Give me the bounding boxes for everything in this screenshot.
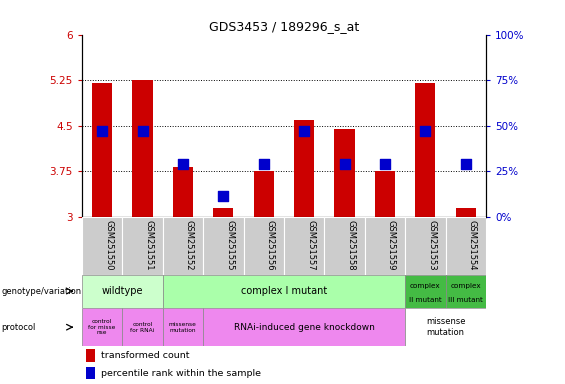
Point xyxy=(98,127,107,134)
Text: RNAi-induced gene knockdown: RNAi-induced gene knockdown xyxy=(234,323,375,332)
Bar xyxy=(213,208,233,217)
Text: GSM251552: GSM251552 xyxy=(185,220,194,270)
Bar xyxy=(173,167,193,217)
Bar xyxy=(82,217,122,275)
Text: GSM251554: GSM251554 xyxy=(468,220,477,270)
Text: GSM251559: GSM251559 xyxy=(387,220,396,270)
Text: GSM251556: GSM251556 xyxy=(266,220,275,270)
Text: control
for misse
nse: control for misse nse xyxy=(89,319,116,336)
Bar xyxy=(86,349,95,362)
Text: percentile rank within the sample: percentile rank within the sample xyxy=(101,369,262,377)
Point xyxy=(340,161,349,167)
Bar xyxy=(82,275,163,308)
Text: complex: complex xyxy=(410,283,441,289)
Bar xyxy=(244,217,284,275)
Point xyxy=(138,127,147,134)
Bar xyxy=(254,171,274,217)
Text: GSM251557: GSM251557 xyxy=(306,220,315,270)
Point xyxy=(219,193,228,199)
Text: GSM251550: GSM251550 xyxy=(104,220,113,270)
Text: missense
mutation: missense mutation xyxy=(169,322,197,333)
Point xyxy=(461,161,470,167)
Bar xyxy=(405,217,445,275)
Bar xyxy=(415,83,436,217)
Point xyxy=(421,127,430,134)
Title: GDS3453 / 189296_s_at: GDS3453 / 189296_s_at xyxy=(209,20,359,33)
Bar xyxy=(163,308,203,346)
Bar xyxy=(203,217,244,275)
Text: genotype/variation: genotype/variation xyxy=(1,286,81,296)
Bar xyxy=(132,80,153,217)
Bar xyxy=(405,308,486,346)
Bar xyxy=(203,308,405,346)
Bar xyxy=(375,171,395,217)
Bar xyxy=(446,217,486,275)
Bar xyxy=(365,217,405,275)
Point xyxy=(299,127,308,134)
Bar xyxy=(86,367,95,379)
Bar xyxy=(284,217,324,275)
Text: III mutant: III mutant xyxy=(448,296,483,303)
Text: control
for RNAi: control for RNAi xyxy=(131,322,155,333)
Bar xyxy=(92,83,112,217)
Bar xyxy=(82,308,122,346)
Point xyxy=(259,161,268,167)
Bar xyxy=(446,275,486,308)
Text: complex: complex xyxy=(450,283,481,289)
Text: protocol: protocol xyxy=(1,323,36,332)
Text: II mutant: II mutant xyxy=(409,296,442,303)
Text: GSM251553: GSM251553 xyxy=(427,220,436,270)
Text: GSM251558: GSM251558 xyxy=(346,220,355,270)
Bar xyxy=(324,217,365,275)
Bar xyxy=(455,208,476,217)
Point xyxy=(179,161,188,167)
Text: GSM251551: GSM251551 xyxy=(145,220,154,270)
Bar xyxy=(294,120,314,217)
Bar xyxy=(334,129,355,217)
Point xyxy=(380,161,389,167)
Bar xyxy=(405,275,445,308)
Text: missense
mutation: missense mutation xyxy=(426,318,465,337)
Bar xyxy=(122,308,163,346)
Text: wildtype: wildtype xyxy=(102,286,143,296)
Text: transformed count: transformed count xyxy=(101,351,190,360)
Text: complex I mutant: complex I mutant xyxy=(241,286,327,296)
Bar xyxy=(122,217,163,275)
Bar xyxy=(163,217,203,275)
Text: GSM251555: GSM251555 xyxy=(225,220,234,270)
Bar xyxy=(163,275,405,308)
